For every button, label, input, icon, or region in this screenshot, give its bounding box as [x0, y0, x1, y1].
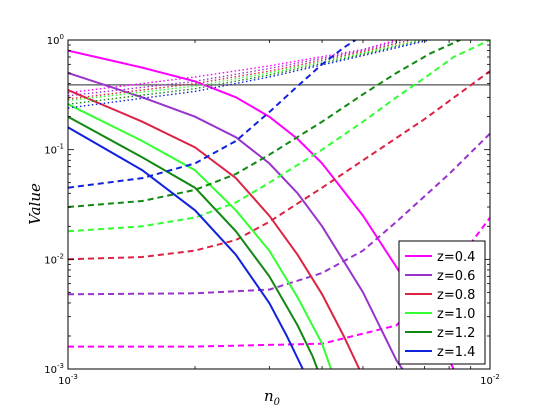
legend-frame	[398, 240, 486, 365]
series-dotted-line-zz12	[68, 40, 425, 105]
series-dashed-line-zz06	[68, 132, 490, 296]
x-axis-label: n0	[264, 387, 281, 408]
legend-label: z=0.8	[437, 288, 475, 303]
series-dotted-line-zz04	[68, 40, 397, 94]
plot-frame	[67, 39, 491, 370]
legend-label: z=1.0	[437, 307, 475, 322]
y-tick-label: 10-2	[44, 252, 64, 266]
legend: z=0.4 z=0.6 z=0.8 z=1.0 z=1.2 z=1.4	[398, 240, 486, 365]
series-solid-line-zz12	[68, 115, 319, 369]
y-axis-label: Value	[26, 183, 44, 225]
y-tick-label: 10-3	[44, 362, 64, 376]
series-dashed-line-zz08	[68, 70, 490, 261]
legend-label: z=0.6	[437, 269, 475, 284]
legend-label: z=0.4	[437, 250, 475, 265]
series-dotted-line-zz10	[68, 40, 420, 102]
series-dashed-line-zz10	[68, 40, 490, 233]
x-tick-label: 10-3	[58, 373, 78, 387]
series-solid-line-zz10	[68, 103, 332, 369]
legend-label: z=1.4	[437, 345, 475, 360]
series-dotted-line-zz06	[68, 40, 403, 97]
legend-label: z=1.2	[437, 326, 475, 341]
series-dotted-line-zz14	[68, 40, 430, 109]
series-dashed-line-zz14	[68, 40, 357, 189]
y-tick-label: 10-1	[44, 143, 64, 157]
y-tick-label: 100	[47, 33, 64, 47]
x-tick-label: 10-2	[480, 373, 500, 387]
series-dashed-line-zz12	[68, 40, 461, 208]
series-solid-line-zz06	[68, 72, 404, 369]
series-dotted-line-zz08	[68, 40, 412, 100]
series-solid-line-zz14	[68, 126, 304, 369]
series-solid-line-zz08	[68, 89, 361, 369]
